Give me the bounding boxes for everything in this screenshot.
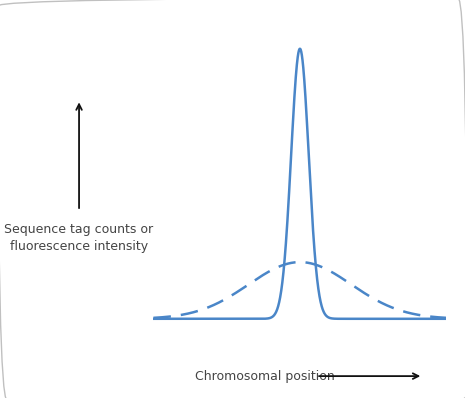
Text: Sequence tag counts or
fluorescence intensity: Sequence tag counts or fluorescence inte…	[5, 223, 153, 253]
Text: Chromosomal position: Chromosomal position	[195, 370, 335, 382]
